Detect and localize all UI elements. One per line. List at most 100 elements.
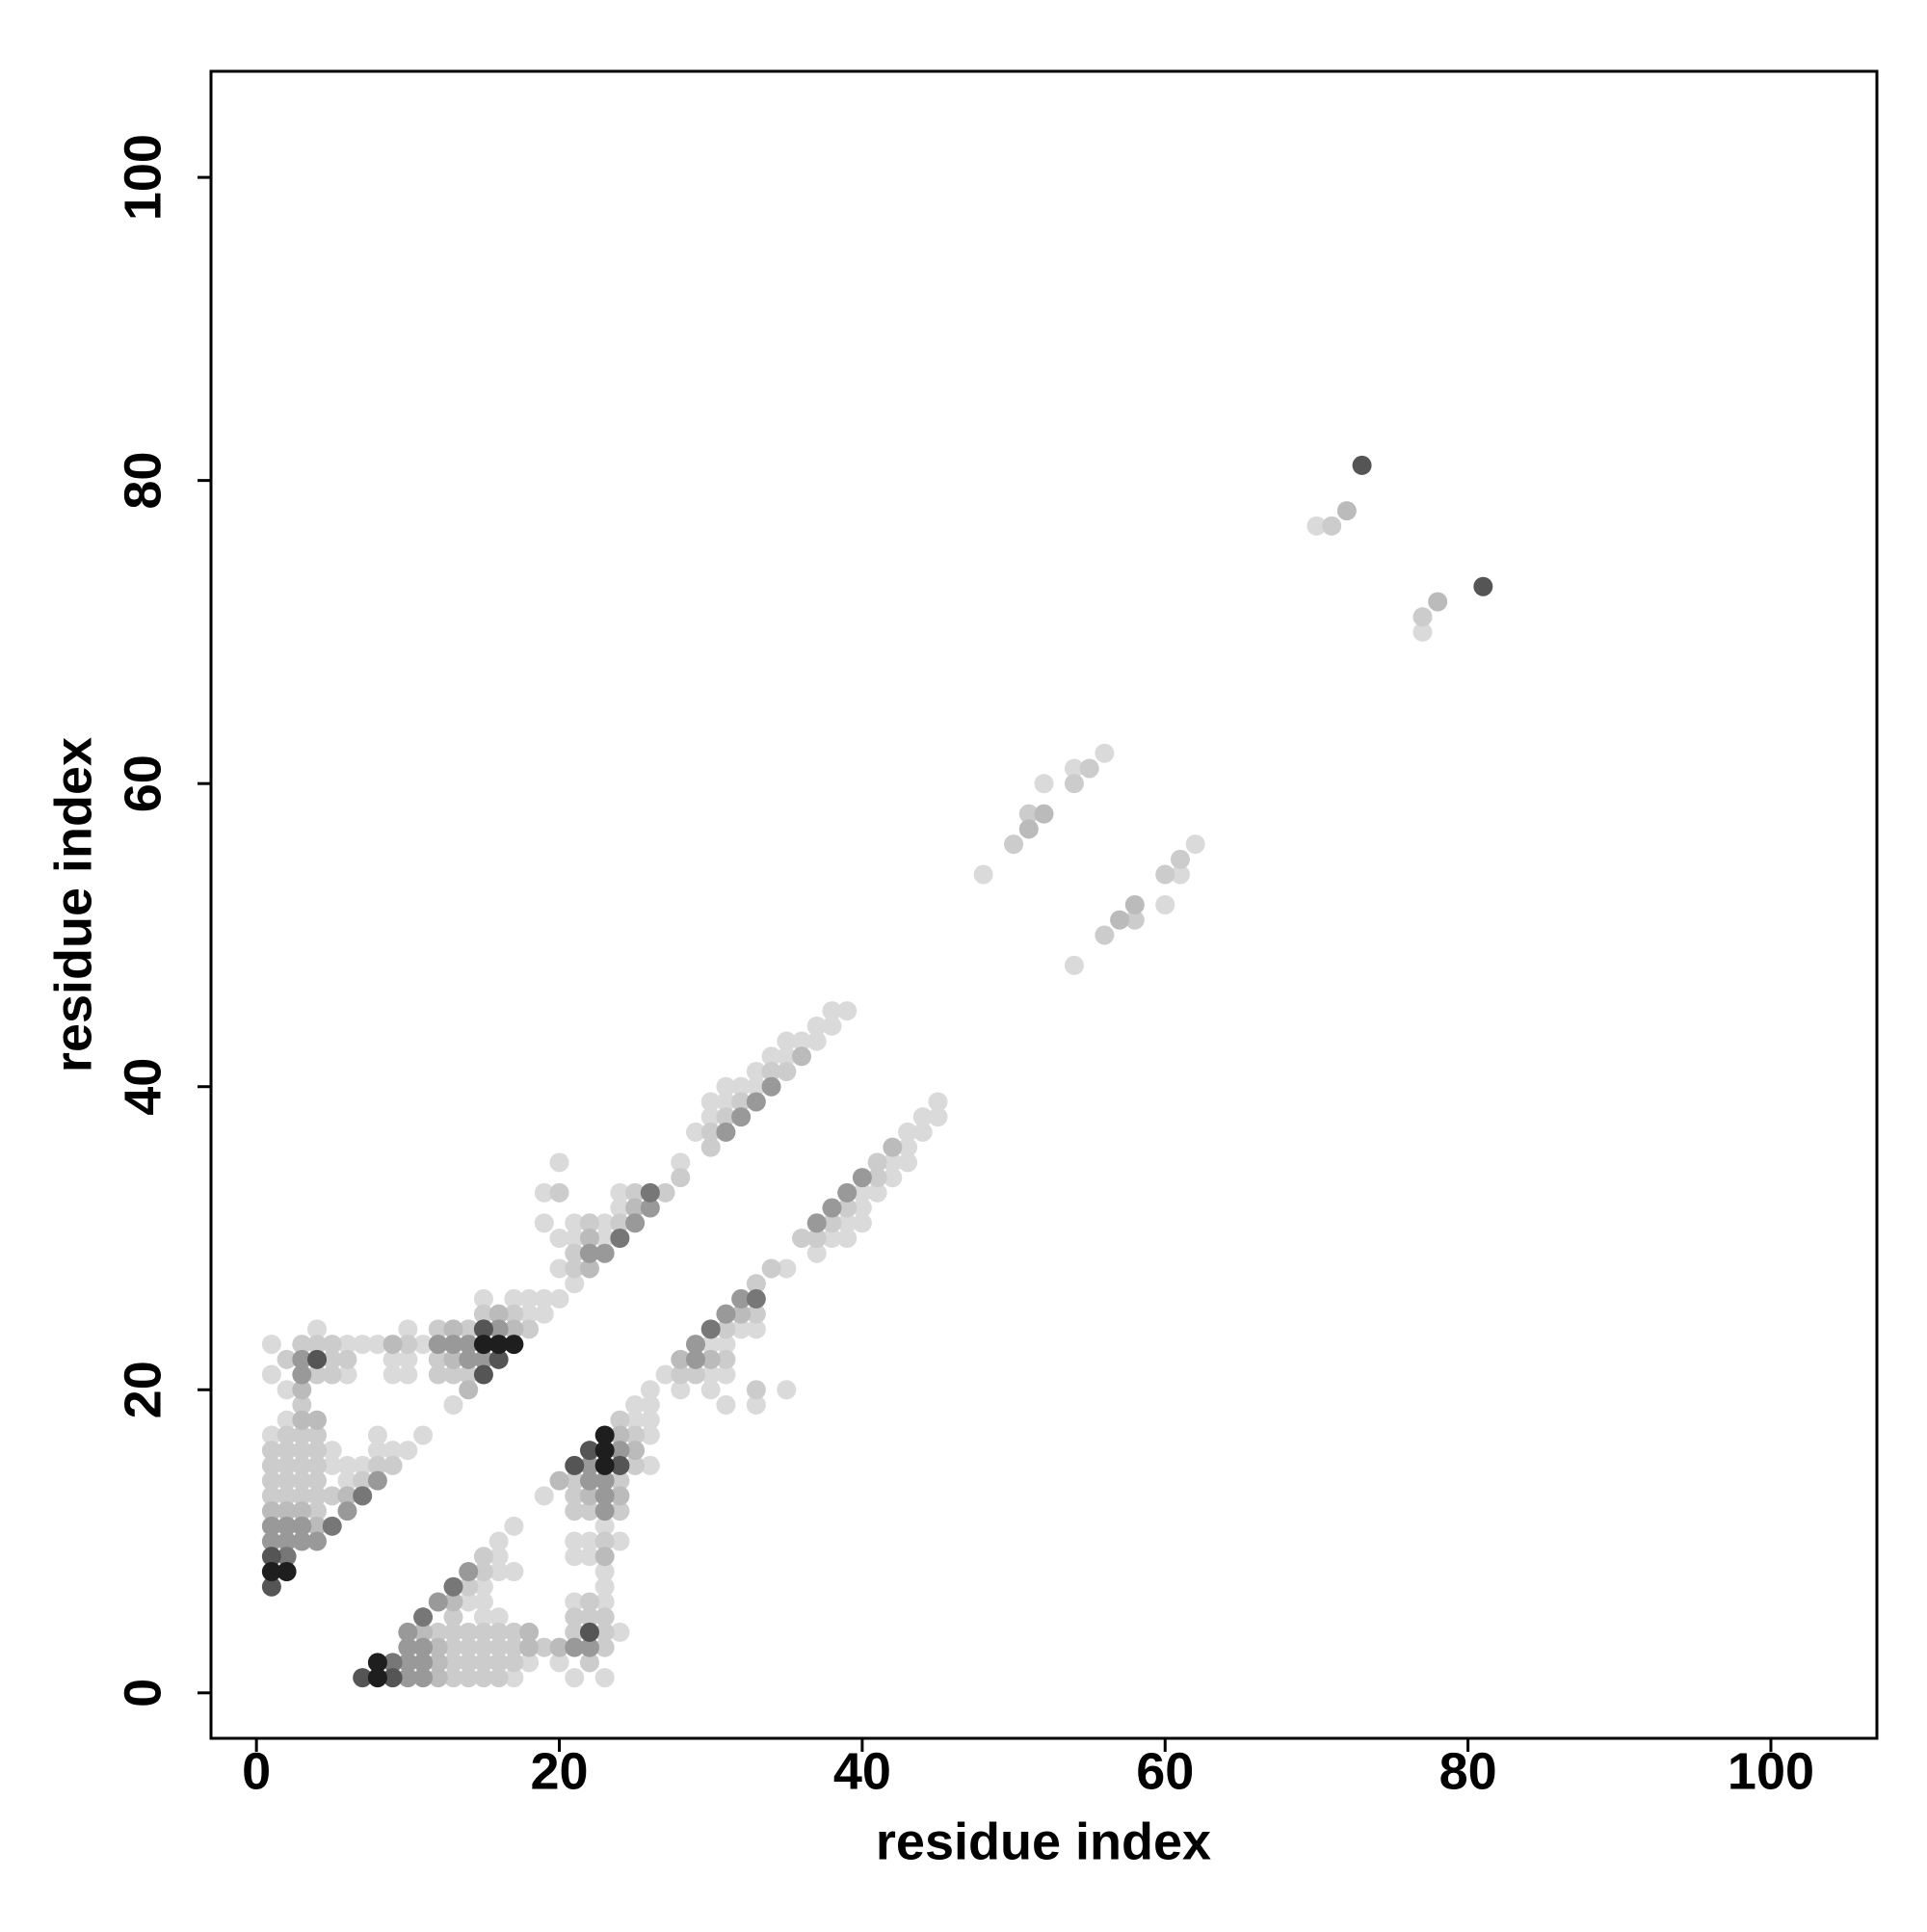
contact-point	[625, 1441, 646, 1461]
contact-point	[610, 1455, 630, 1475]
contact-point	[761, 1076, 781, 1097]
contact-point	[307, 1410, 328, 1430]
contact-point	[565, 1592, 585, 1612]
contact-point	[1095, 925, 1115, 945]
contact-point	[565, 1486, 585, 1506]
contact-point	[579, 1653, 599, 1673]
contact-point	[261, 1364, 281, 1385]
contact-point	[625, 1198, 646, 1218]
contact-point	[610, 1229, 630, 1248]
contact-point	[277, 1531, 297, 1551]
contact-point	[261, 1576, 281, 1597]
contact-point	[261, 1547, 281, 1567]
contact-point	[579, 1486, 599, 1506]
contact-point	[610, 1410, 630, 1430]
contact-point	[565, 1622, 585, 1642]
contact-point	[307, 1501, 328, 1522]
contact-point	[337, 1335, 357, 1355]
contact-point	[428, 1335, 448, 1355]
contact-point	[852, 1213, 872, 1233]
contact-point	[640, 1380, 660, 1400]
contact-point	[700, 1092, 721, 1112]
contact-point	[579, 1501, 599, 1522]
contact-point	[1412, 622, 1433, 642]
contact-point	[610, 1501, 630, 1522]
contact-point	[292, 1364, 312, 1385]
contact-point	[459, 1576, 479, 1597]
contact-point	[746, 1380, 766, 1400]
contact-point	[534, 1182, 554, 1203]
contact-point	[640, 1395, 660, 1415]
contact-point	[488, 1653, 509, 1673]
contact-point	[565, 1455, 585, 1475]
contact-point	[413, 1335, 434, 1355]
contact-point	[488, 1531, 509, 1551]
contact-point	[716, 1335, 736, 1355]
contact-point	[443, 1576, 463, 1597]
contact-point	[353, 1335, 373, 1355]
contact-point	[594, 1516, 615, 1536]
contact-point	[504, 1516, 524, 1536]
contact-point	[549, 1637, 569, 1657]
contact-point	[398, 1364, 418, 1385]
contact-point	[428, 1622, 448, 1642]
contact-point	[261, 1516, 281, 1536]
contact-point	[610, 1486, 630, 1506]
contact-point	[973, 864, 993, 885]
contact-point	[716, 1092, 736, 1112]
contact-point	[594, 1607, 615, 1628]
contact-point	[367, 1470, 387, 1491]
contact-point	[459, 1592, 479, 1612]
contact-point	[655, 1182, 675, 1203]
contact-point	[565, 1258, 585, 1279]
contact-point	[1110, 910, 1130, 930]
contact-point	[883, 1168, 903, 1188]
y-tick-label: 80	[114, 452, 172, 510]
contact-point	[261, 1562, 281, 1581]
contact-point	[700, 1122, 721, 1142]
contact-point	[746, 1288, 766, 1309]
contact-point	[610, 1425, 630, 1445]
contact-point	[610, 1441, 630, 1461]
plot-frame	[209, 69, 1879, 1740]
contact-point	[671, 1364, 691, 1385]
contact-point	[731, 1288, 752, 1309]
contact-point	[685, 1349, 705, 1369]
contact-point	[277, 1501, 297, 1522]
contact-point	[534, 1213, 554, 1233]
contact-point	[716, 1076, 736, 1097]
contact-point	[700, 1335, 721, 1355]
contact-point	[594, 1562, 615, 1581]
contact-point	[398, 1653, 418, 1673]
contact-point	[716, 1395, 736, 1415]
contact-point	[398, 1637, 418, 1657]
contact-point	[746, 1092, 766, 1112]
contact-point	[398, 1319, 418, 1339]
contact-point	[488, 1637, 509, 1657]
contact-point	[837, 1182, 858, 1203]
contact-point	[594, 1229, 615, 1248]
contact-point	[459, 1349, 479, 1369]
contact-point	[837, 1213, 858, 1233]
contact-point	[322, 1364, 342, 1385]
contact-point	[261, 1425, 281, 1445]
contact-point	[700, 1380, 721, 1400]
contact-point	[519, 1304, 540, 1324]
contact-point	[549, 1470, 569, 1491]
contact-point	[806, 1229, 827, 1248]
x-tick-label: 0	[242, 1742, 271, 1800]
contact-point	[443, 1607, 463, 1628]
contact-point	[610, 1182, 630, 1203]
contact-point	[549, 1182, 569, 1203]
x-tick-label: 40	[833, 1742, 891, 1800]
contact-point	[459, 1622, 479, 1642]
contact-point	[594, 1501, 615, 1522]
contact-point	[504, 1653, 524, 1673]
contact-point	[594, 1668, 615, 1688]
contact-point	[459, 1319, 479, 1339]
contact-point	[322, 1335, 342, 1355]
contact-point	[277, 1516, 297, 1536]
contact-point	[1170, 864, 1190, 885]
